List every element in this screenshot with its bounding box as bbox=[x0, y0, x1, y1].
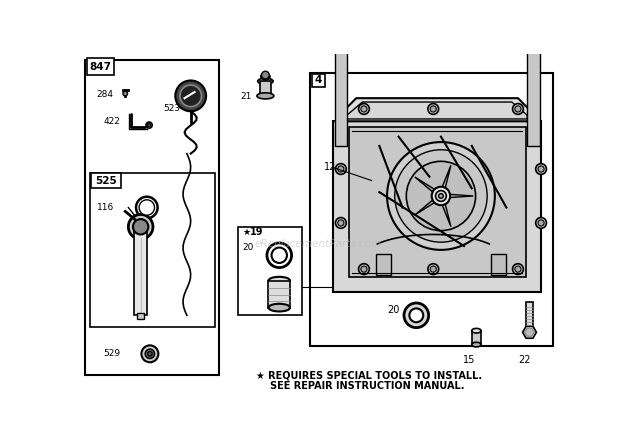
Text: 12: 12 bbox=[324, 162, 336, 173]
Polygon shape bbox=[348, 127, 526, 277]
Circle shape bbox=[148, 351, 152, 356]
Circle shape bbox=[513, 103, 523, 114]
Circle shape bbox=[148, 124, 151, 127]
Circle shape bbox=[438, 194, 443, 198]
Circle shape bbox=[536, 218, 546, 228]
Text: ★ REQUIRES SPECIAL TOOLS TO INSTALL.: ★ REQUIRES SPECIAL TOOLS TO INSTALL. bbox=[256, 370, 482, 380]
Polygon shape bbox=[341, 98, 533, 121]
Circle shape bbox=[538, 166, 544, 172]
Circle shape bbox=[146, 122, 152, 128]
Polygon shape bbox=[441, 165, 451, 191]
Text: ★: ★ bbox=[242, 227, 250, 237]
Bar bbox=[472, 331, 481, 345]
Bar bbox=[87, 58, 115, 75]
Circle shape bbox=[395, 150, 487, 242]
Bar bbox=[526, 302, 533, 327]
Circle shape bbox=[515, 266, 521, 272]
Bar bbox=[91, 173, 121, 188]
Text: 22: 22 bbox=[518, 355, 531, 365]
Text: 21: 21 bbox=[241, 92, 252, 101]
Ellipse shape bbox=[268, 304, 290, 311]
Ellipse shape bbox=[335, 43, 347, 49]
Circle shape bbox=[536, 164, 546, 174]
Circle shape bbox=[430, 266, 436, 272]
Text: eReplacementParts.com: eReplacementParts.com bbox=[254, 240, 381, 249]
Bar bbox=[491, 254, 507, 275]
Polygon shape bbox=[347, 102, 527, 119]
Circle shape bbox=[136, 197, 157, 218]
Circle shape bbox=[430, 106, 436, 112]
Circle shape bbox=[272, 248, 287, 263]
Circle shape bbox=[139, 200, 154, 215]
Circle shape bbox=[432, 187, 450, 205]
Text: 523: 523 bbox=[164, 104, 181, 113]
Text: 847: 847 bbox=[90, 62, 112, 72]
Circle shape bbox=[387, 142, 495, 250]
Circle shape bbox=[404, 303, 428, 328]
Circle shape bbox=[406, 161, 476, 231]
Circle shape bbox=[128, 215, 153, 239]
Circle shape bbox=[123, 91, 128, 96]
Circle shape bbox=[180, 85, 202, 107]
Circle shape bbox=[361, 266, 367, 272]
Circle shape bbox=[338, 220, 344, 226]
Text: 20: 20 bbox=[387, 305, 399, 315]
Circle shape bbox=[436, 190, 446, 201]
Circle shape bbox=[133, 219, 148, 235]
Ellipse shape bbox=[527, 43, 539, 49]
Text: 529: 529 bbox=[104, 349, 121, 358]
Ellipse shape bbox=[472, 328, 481, 333]
Bar bbox=[260, 81, 271, 96]
Bar bbox=[90, 173, 215, 327]
Circle shape bbox=[538, 220, 544, 226]
Polygon shape bbox=[447, 194, 473, 198]
Circle shape bbox=[409, 308, 423, 322]
Circle shape bbox=[145, 349, 154, 359]
Ellipse shape bbox=[258, 78, 273, 84]
Text: 525: 525 bbox=[95, 176, 117, 186]
Circle shape bbox=[262, 71, 269, 79]
Ellipse shape bbox=[472, 342, 481, 347]
Text: 422: 422 bbox=[104, 117, 120, 126]
Bar bbox=[335, 46, 347, 146]
Ellipse shape bbox=[268, 277, 290, 285]
Text: 15: 15 bbox=[463, 355, 475, 365]
Bar bbox=[268, 281, 290, 308]
Circle shape bbox=[428, 103, 438, 114]
Text: 284: 284 bbox=[97, 90, 113, 99]
Text: 19: 19 bbox=[250, 227, 264, 237]
Circle shape bbox=[361, 106, 367, 112]
Bar bbox=[527, 46, 539, 146]
Text: 116: 116 bbox=[97, 203, 114, 212]
Circle shape bbox=[515, 106, 521, 112]
Circle shape bbox=[358, 264, 370, 274]
Circle shape bbox=[428, 264, 438, 274]
Bar bbox=[312, 74, 326, 87]
Circle shape bbox=[335, 218, 346, 228]
Circle shape bbox=[513, 264, 523, 274]
Circle shape bbox=[338, 166, 344, 172]
Circle shape bbox=[267, 243, 291, 268]
Bar bbox=[85, 60, 219, 376]
Polygon shape bbox=[415, 177, 437, 194]
Bar bbox=[376, 254, 391, 275]
Text: 4: 4 bbox=[315, 75, 322, 86]
Text: SEE REPAIR INSTRUCTION MANUAL.: SEE REPAIR INSTRUCTION MANUAL. bbox=[270, 381, 464, 391]
Bar bbox=[135, 227, 147, 315]
Polygon shape bbox=[333, 121, 541, 292]
Polygon shape bbox=[415, 198, 437, 215]
Circle shape bbox=[358, 103, 370, 114]
Circle shape bbox=[175, 80, 206, 111]
Ellipse shape bbox=[261, 74, 270, 80]
Polygon shape bbox=[441, 201, 451, 227]
Bar bbox=[310, 73, 552, 346]
Text: 20: 20 bbox=[242, 243, 254, 252]
Ellipse shape bbox=[257, 93, 274, 99]
Bar bbox=[239, 227, 303, 315]
Circle shape bbox=[141, 345, 158, 362]
Bar bbox=[137, 313, 144, 319]
Circle shape bbox=[335, 164, 346, 174]
